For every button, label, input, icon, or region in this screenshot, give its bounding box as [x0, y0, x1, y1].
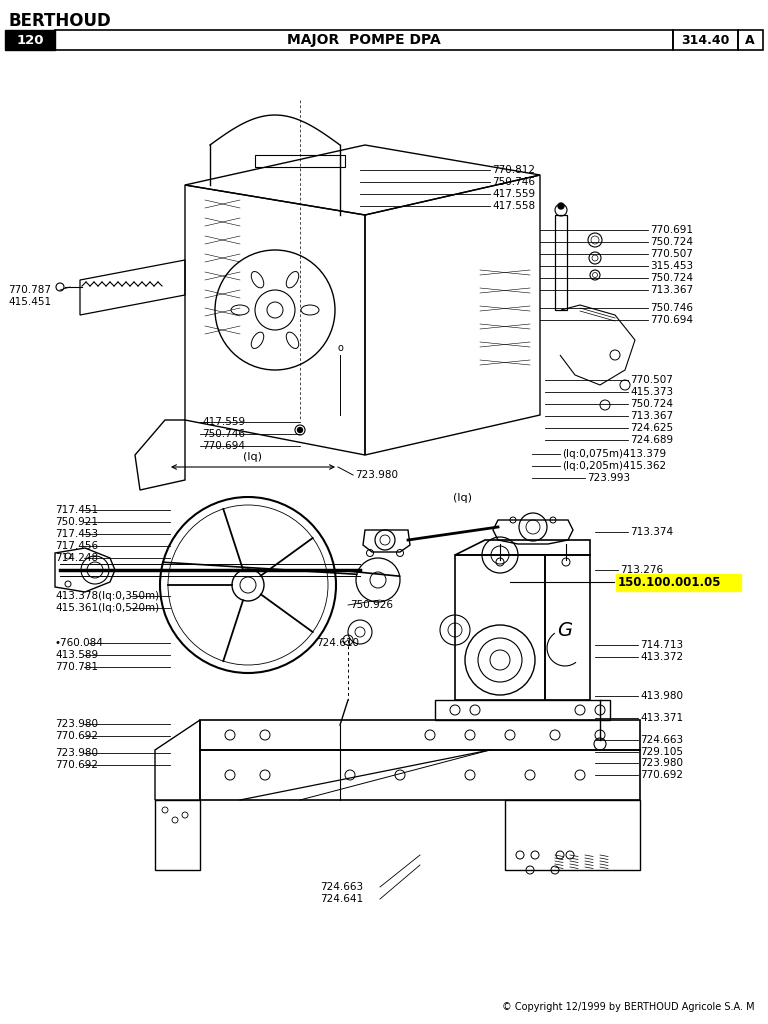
Circle shape [558, 203, 564, 209]
Text: 770.787: 770.787 [8, 285, 51, 295]
Text: 724.625: 724.625 [630, 423, 673, 433]
Text: 724.663: 724.663 [320, 882, 363, 892]
Text: 770.692: 770.692 [55, 731, 98, 741]
Text: 713.367: 713.367 [630, 411, 673, 421]
Text: 770.507: 770.507 [650, 249, 693, 259]
Text: (lq:0,205m)415.362: (lq:0,205m)415.362 [562, 461, 666, 471]
Text: 413.589: 413.589 [55, 650, 98, 660]
Text: 717.456: 717.456 [55, 541, 98, 551]
Text: 770.781: 770.781 [55, 662, 98, 672]
Text: 724.610: 724.610 [316, 638, 359, 648]
Text: 770.692: 770.692 [55, 760, 98, 770]
Text: o: o [337, 343, 343, 353]
Text: 723.980: 723.980 [640, 758, 683, 768]
Text: 413.372: 413.372 [640, 652, 683, 662]
Text: 770.507: 770.507 [630, 375, 673, 385]
Text: 717.451: 717.451 [55, 505, 98, 515]
Text: 417.558: 417.558 [492, 201, 535, 211]
Text: 120: 120 [16, 34, 44, 46]
Text: © Copyright 12/1999 by BERTHOUD Agricole S.A. M: © Copyright 12/1999 by BERTHOUD Agricole… [502, 1002, 755, 1012]
Text: 750.724: 750.724 [650, 237, 693, 247]
Text: 315.453: 315.453 [650, 261, 694, 271]
Text: BERTHOUD: BERTHOUD [8, 12, 111, 30]
Text: 413.371: 413.371 [640, 713, 683, 723]
Text: 415.373: 415.373 [630, 387, 673, 397]
Text: •760.084: •760.084 [55, 638, 104, 648]
Text: 750.724: 750.724 [630, 399, 673, 409]
Text: 714.248: 714.248 [55, 553, 98, 563]
Bar [616, 574, 741, 591]
Text: 770.692: 770.692 [640, 770, 683, 780]
Text: 150.100.001.05: 150.100.001.05 [618, 575, 721, 589]
Text: 713.276: 713.276 [620, 565, 663, 575]
Text: 770.694: 770.694 [650, 315, 693, 325]
Bar [5, 30, 55, 50]
Bar [738, 30, 763, 50]
Text: 713.367: 713.367 [650, 285, 694, 295]
Text: MAJOR  POMPE DPA: MAJOR POMPE DPA [287, 33, 441, 47]
Text: 413.378(lq:0,350m): 413.378(lq:0,350m) [55, 591, 159, 601]
Text: (lq): (lq) [243, 452, 263, 462]
Bar [55, 30, 673, 50]
Circle shape [297, 427, 303, 432]
Text: 417.559: 417.559 [492, 189, 535, 199]
Text: 723.980: 723.980 [355, 470, 398, 480]
Text: 770.694: 770.694 [202, 441, 245, 451]
Text: 723.993: 723.993 [587, 473, 630, 483]
Text: 314.40: 314.40 [680, 34, 729, 46]
Text: 415.361(lq:0,520m): 415.361(lq:0,520m) [55, 603, 159, 613]
Text: 729.105: 729.105 [640, 746, 683, 757]
Text: G: G [558, 621, 573, 640]
Text: 770.812: 770.812 [492, 165, 535, 175]
Text: 724.689: 724.689 [630, 435, 673, 445]
Text: (lq): (lq) [453, 493, 472, 503]
Text: 417.559: 417.559 [202, 417, 245, 427]
Bar [255, 155, 345, 167]
Text: 413.980: 413.980 [640, 691, 683, 701]
Text: 750.746: 750.746 [202, 429, 245, 439]
Text: 750.746: 750.746 [650, 303, 693, 313]
Text: 714.713: 714.713 [640, 640, 683, 650]
Text: A: A [745, 34, 755, 46]
Bar [673, 30, 738, 50]
Text: 750.746: 750.746 [492, 177, 535, 187]
Text: 723.980: 723.980 [55, 719, 98, 729]
Text: 713.374: 713.374 [630, 527, 673, 537]
Text: 717.453: 717.453 [55, 529, 98, 539]
Bar [555, 215, 567, 310]
Text: (lq:0,075m)413.379: (lq:0,075m)413.379 [562, 449, 666, 459]
Text: 770.691: 770.691 [650, 225, 693, 234]
Text: 723.980: 723.980 [55, 748, 98, 758]
Text: 724.641: 724.641 [320, 894, 363, 904]
Text: 724.663: 724.663 [640, 735, 683, 745]
Text: 415.451: 415.451 [8, 297, 51, 307]
Text: 750.926: 750.926 [350, 600, 393, 610]
Text: 750.921: 750.921 [55, 517, 98, 527]
Text: 750.724: 750.724 [650, 273, 693, 283]
